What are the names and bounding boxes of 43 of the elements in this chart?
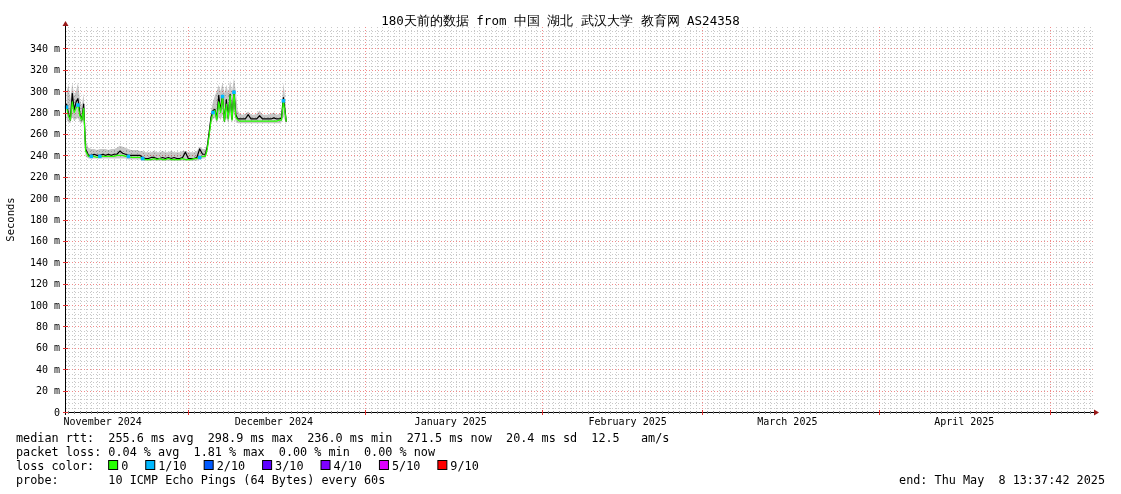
y-tick-label: 140 m xyxy=(29,256,60,268)
x-tick-label: November 2024 xyxy=(63,416,142,427)
y-tick-label: 60 m xyxy=(35,342,60,354)
y-tick-label: 100 m xyxy=(29,299,60,311)
x-tick-label: February 2025 xyxy=(588,416,667,427)
legend-label: 4/10 xyxy=(333,459,362,473)
text: end: Thu May 8 13:37:42 2025 xyxy=(899,473,1105,487)
y-tick-label: 0 xyxy=(53,406,60,418)
point xyxy=(211,110,215,115)
point xyxy=(232,90,236,94)
legend-label: 5/10 xyxy=(391,459,421,473)
x-tick-label: April 2025 xyxy=(934,416,995,427)
y-tick-label: 260 m xyxy=(29,128,60,140)
y-tick-label: 160 m xyxy=(29,235,60,247)
text: probe: 10 ICMP Echo Pings (64 Bytes) every 60s xyxy=(16,473,386,487)
y-tick-label: 180 m xyxy=(29,214,60,225)
chart-title: 180天前的数据 from 中国 湖北 武汉大学 教育网 AS24358 xyxy=(381,13,740,28)
point xyxy=(98,154,102,159)
y-tick-label: 220 m xyxy=(29,171,60,183)
y-tick-label: 40 m xyxy=(35,363,60,375)
x-tick-label: December 2024 xyxy=(234,416,314,427)
legend-label: 3/10 xyxy=(275,459,304,473)
text: median rtt: 255.6 ms avg 298.9 ms max 236.0 ms min 271.5 ms now 20.4 ms sd 12.5 am/s xyxy=(16,431,670,445)
y-tick-label: 340 m xyxy=(29,42,60,54)
x-tick-label: March 2025 xyxy=(757,416,818,427)
y-tick-label: 20 m xyxy=(35,385,60,397)
legend-label: 0 xyxy=(121,459,129,473)
legend-title: loss color: xyxy=(16,459,95,473)
point xyxy=(76,103,80,107)
y-tick-label: 280 m xyxy=(29,107,60,119)
y-tick-label: 200 m xyxy=(29,192,60,204)
y-tick-label: 300 m xyxy=(29,85,60,97)
y-tick-label: 240 m xyxy=(29,149,60,161)
x-tick-label: January 2025 xyxy=(414,416,487,427)
y-tick-label: 120 m xyxy=(29,278,60,290)
legend-label: 2/10 xyxy=(216,459,246,473)
legend-label: 9/10 xyxy=(450,459,479,473)
y-tick-label: 80 m xyxy=(35,320,60,332)
text: packet loss: 0.04 % avg 1.81 % max 0.00 % min 0.00 % now xyxy=(16,445,436,459)
y-axis-title: Seconds xyxy=(4,197,16,242)
legend-label: 1/10 xyxy=(158,459,187,473)
point xyxy=(281,99,286,103)
y-tick-label: 320 m xyxy=(29,64,60,76)
